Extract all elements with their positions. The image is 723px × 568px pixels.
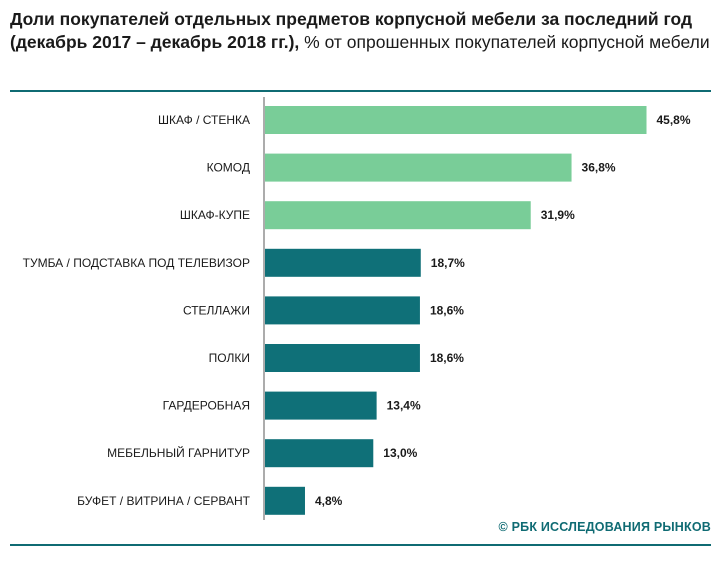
bottom-divider xyxy=(10,544,711,546)
bar xyxy=(265,439,374,468)
bar xyxy=(265,153,572,182)
top-divider xyxy=(10,90,711,92)
value-label: 13,0% xyxy=(383,446,417,460)
bar xyxy=(265,344,420,372)
source-label: © РБК ИССЛЕДОВАНИЯ РЫНКОВ xyxy=(498,520,711,534)
chart-title-rest: % от опрошенных покупателей корпусной ме… xyxy=(299,32,710,52)
bar xyxy=(265,486,305,515)
bar xyxy=(265,248,421,277)
category-label: ТУМБА / ПОДСТАВКА ПОД ТЕЛЕВИЗОР xyxy=(23,256,250,270)
category-label: ШКАФ-КУПЕ xyxy=(180,208,250,222)
category-label: ПОЛКИ xyxy=(209,351,250,365)
bar xyxy=(265,201,531,230)
value-label: 18,6% xyxy=(430,303,464,317)
category-label: КОМОД xyxy=(207,161,250,175)
value-label: 31,9% xyxy=(541,208,575,222)
bar xyxy=(265,391,377,420)
category-label: МЕБЕЛЬНЫЙ ГАРНИТУР xyxy=(107,445,250,460)
category-label: ШКАФ / СТЕНКА xyxy=(158,113,250,127)
value-label: 36,8% xyxy=(582,161,616,175)
value-label: 45,8% xyxy=(657,113,691,127)
bar xyxy=(265,296,420,325)
value-label: 18,6% xyxy=(430,351,464,365)
category-label: БУФЕТ / ВИТРИНА / СЕРВАНТ xyxy=(77,494,250,508)
bar xyxy=(265,106,647,134)
chart-title-bold: Доли покупателей отдельных предметов кор… xyxy=(10,9,693,52)
chart-title: Доли покупателей отдельных предметов кор… xyxy=(10,8,710,54)
category-label: СТЕЛЛАЖИ xyxy=(183,303,250,317)
value-label: 13,4% xyxy=(387,399,421,413)
category-label: ГАРДЕРОБНАЯ xyxy=(163,399,250,413)
value-label: 18,7% xyxy=(431,256,465,270)
value-label: 4,8% xyxy=(315,494,343,508)
